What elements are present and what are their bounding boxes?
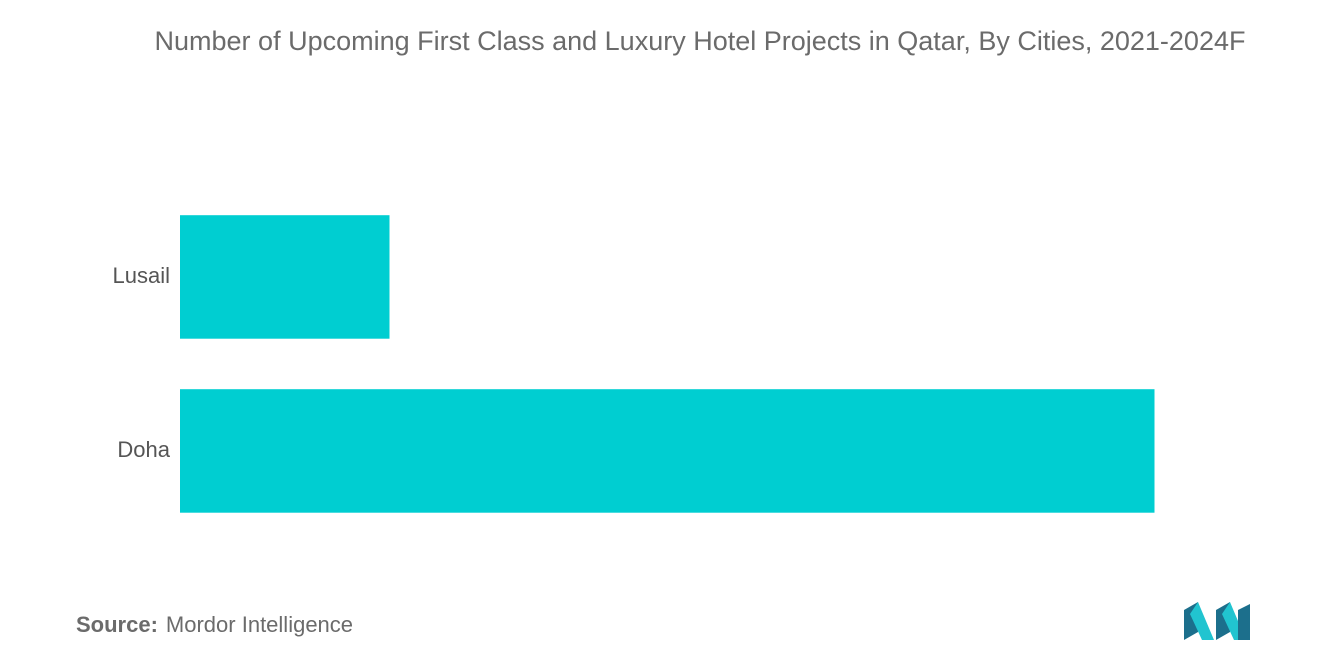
bar-doha [180,389,1155,513]
source-note: Source: Mordor Intelligence [76,612,353,638]
chart-title: Number of Upcoming First Class and Luxur… [154,26,1246,56]
bar-lusail [180,215,390,339]
source-label: Source: [76,612,158,637]
category-label-lusail: Lusail [113,263,170,288]
mordor-intelligence-logo-icon [1184,602,1250,640]
source-text: Mordor Intelligence [165,612,354,637]
category-label-doha: Doha [117,437,170,462]
